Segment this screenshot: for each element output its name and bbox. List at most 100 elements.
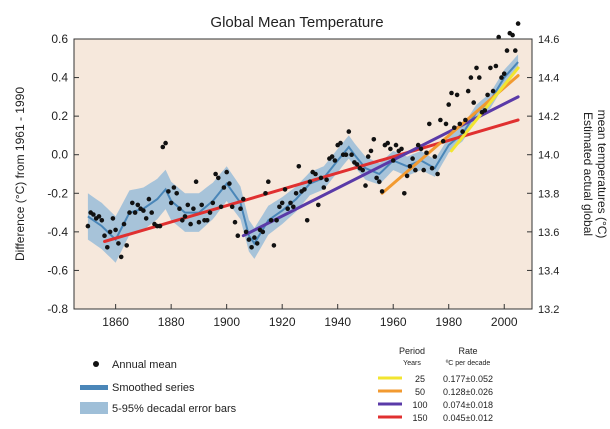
x-tick-label: 2000	[491, 315, 518, 329]
y-tick-label: 0.4	[51, 71, 68, 85]
trend-legend-rate-150: 0.045±0.012	[443, 413, 493, 423]
annual-mean-point	[132, 210, 138, 215]
x-tick-label: 1960	[380, 315, 407, 329]
annual-mean-point	[216, 175, 221, 181]
annual-mean-point	[360, 167, 366, 173]
annual-mean-point	[454, 92, 460, 98]
annual-mean-point	[235, 233, 241, 238]
annual-mean-point	[204, 218, 210, 223]
annual-mean-point	[102, 233, 107, 238]
y-tick-label: 0.2	[51, 109, 68, 123]
annual-mean-point	[116, 241, 121, 246]
annual-mean-point	[260, 229, 266, 235]
x-tick-label: 1920	[269, 315, 296, 329]
annual-mean-point	[249, 245, 254, 250]
annual-mean-point	[124, 243, 129, 248]
annual-mean-point	[291, 204, 296, 210]
smoothed-line-layer	[87, 61, 519, 246]
annual-mean-point	[477, 75, 482, 80]
annual-mean-point	[307, 179, 313, 184]
annual-mean-point	[296, 164, 302, 169]
annual-mean-point	[191, 206, 196, 211]
annual-mean-point	[252, 235, 257, 240]
annual-mean-point	[246, 237, 252, 242]
trend-legend-rate-50: 0.128±0.026	[443, 387, 493, 397]
annual-mean-point	[121, 221, 127, 227]
annual-mean-point	[490, 88, 496, 94]
annual-mean-point	[354, 162, 360, 167]
plot-frame	[73, 38, 533, 310]
annual-mean-point	[135, 202, 141, 208]
annual-mean-point	[501, 71, 507, 76]
trend-legend-period-100: 100	[412, 400, 427, 410]
legend-smooth-marker	[80, 385, 108, 390]
annual-mean-point	[232, 219, 238, 225]
annual-mean-point	[313, 171, 318, 177]
annual-mean-point	[210, 200, 216, 206]
annual-mean-point	[418, 146, 424, 152]
annual-mean-point	[504, 48, 510, 53]
annual-mean-point	[515, 21, 521, 26]
annual-mean-point	[105, 245, 110, 250]
y-tick-label: 0.6	[51, 32, 68, 46]
annual-mean-point	[349, 152, 354, 157]
annual-mean-point	[293, 191, 299, 196]
annual-mean-point	[193, 179, 199, 184]
annual-mean-point	[377, 179, 382, 184]
annual-mean-point	[224, 169, 229, 175]
annual-mean-point	[374, 175, 379, 181]
annual-mean-point	[321, 185, 327, 190]
y-axis-label: Difference (°C) from 1961 - 1990	[13, 87, 27, 261]
annual-mean-point	[271, 243, 277, 248]
annual-mean-point	[363, 183, 368, 188]
y-tick-label: -0.4	[47, 225, 68, 239]
annual-mean-point	[449, 90, 454, 96]
annual-mean-point	[399, 146, 404, 152]
annual-mean-point	[463, 117, 468, 123]
annual-mean-point	[185, 202, 191, 208]
annual-mean-point	[96, 214, 102, 219]
annual-dots-layer	[85, 21, 521, 260]
annual-mean-point	[282, 187, 288, 192]
trend-legend-rows: 25 0.177±0.052 50 0.128±0.026 100 0.074±0.018…	[378, 374, 493, 423]
y2-axis-label-line2: mean temperatures (°C)	[595, 110, 609, 239]
annual-mean-point	[499, 75, 504, 80]
annual-mean-point	[130, 200, 135, 206]
annual-mean-point	[163, 140, 168, 146]
annual-mean-point	[238, 206, 243, 211]
annual-mean-point	[468, 75, 474, 80]
annual-mean-point	[443, 121, 449, 127]
error-band	[87, 54, 519, 263]
annual-mean-point	[427, 121, 432, 127]
annual-mean-point	[402, 191, 407, 196]
legend-rate-header: Rate	[458, 346, 477, 356]
axes-layer: 1860 1880 1900 1920 1940 1960 1980 2000 0.6 0.4 0.…	[47, 32, 559, 329]
y2-tick-label: 13.2	[538, 304, 559, 316]
annual-mean-point	[199, 202, 204, 208]
annual-mean-point	[429, 165, 435, 171]
trend-legend-rate-100: 0.074±0.018	[443, 400, 493, 410]
annual-mean-point	[368, 148, 374, 154]
legend-rate-sub: ºC per decade	[446, 360, 491, 367]
legend-right: Period Years Rate ºC per decade 25 0.177±…	[378, 346, 493, 423]
annual-mean-point	[218, 204, 224, 210]
annual-mean-point	[304, 218, 310, 223]
annual-mean-point	[207, 210, 213, 215]
annual-mean-point	[157, 223, 163, 229]
trend-legend-period-25: 25	[415, 374, 425, 384]
annual-mean-point	[160, 144, 166, 150]
legend-annual-marker	[93, 361, 99, 367]
annual-mean-point	[493, 63, 499, 69]
annual-mean-point	[254, 241, 260, 246]
annual-mean-point	[438, 117, 443, 123]
annual-mean-point	[388, 146, 393, 152]
annual-mean-point	[188, 221, 193, 227]
y2-tick-label: 13.8	[538, 188, 559, 200]
annual-mean-point	[446, 102, 452, 107]
annual-mean-point	[440, 138, 446, 144]
annual-mean-point	[482, 108, 488, 113]
x-tick-label: 1940	[324, 315, 351, 329]
annual-mean-point	[452, 125, 457, 130]
annual-mean-point	[471, 100, 477, 105]
